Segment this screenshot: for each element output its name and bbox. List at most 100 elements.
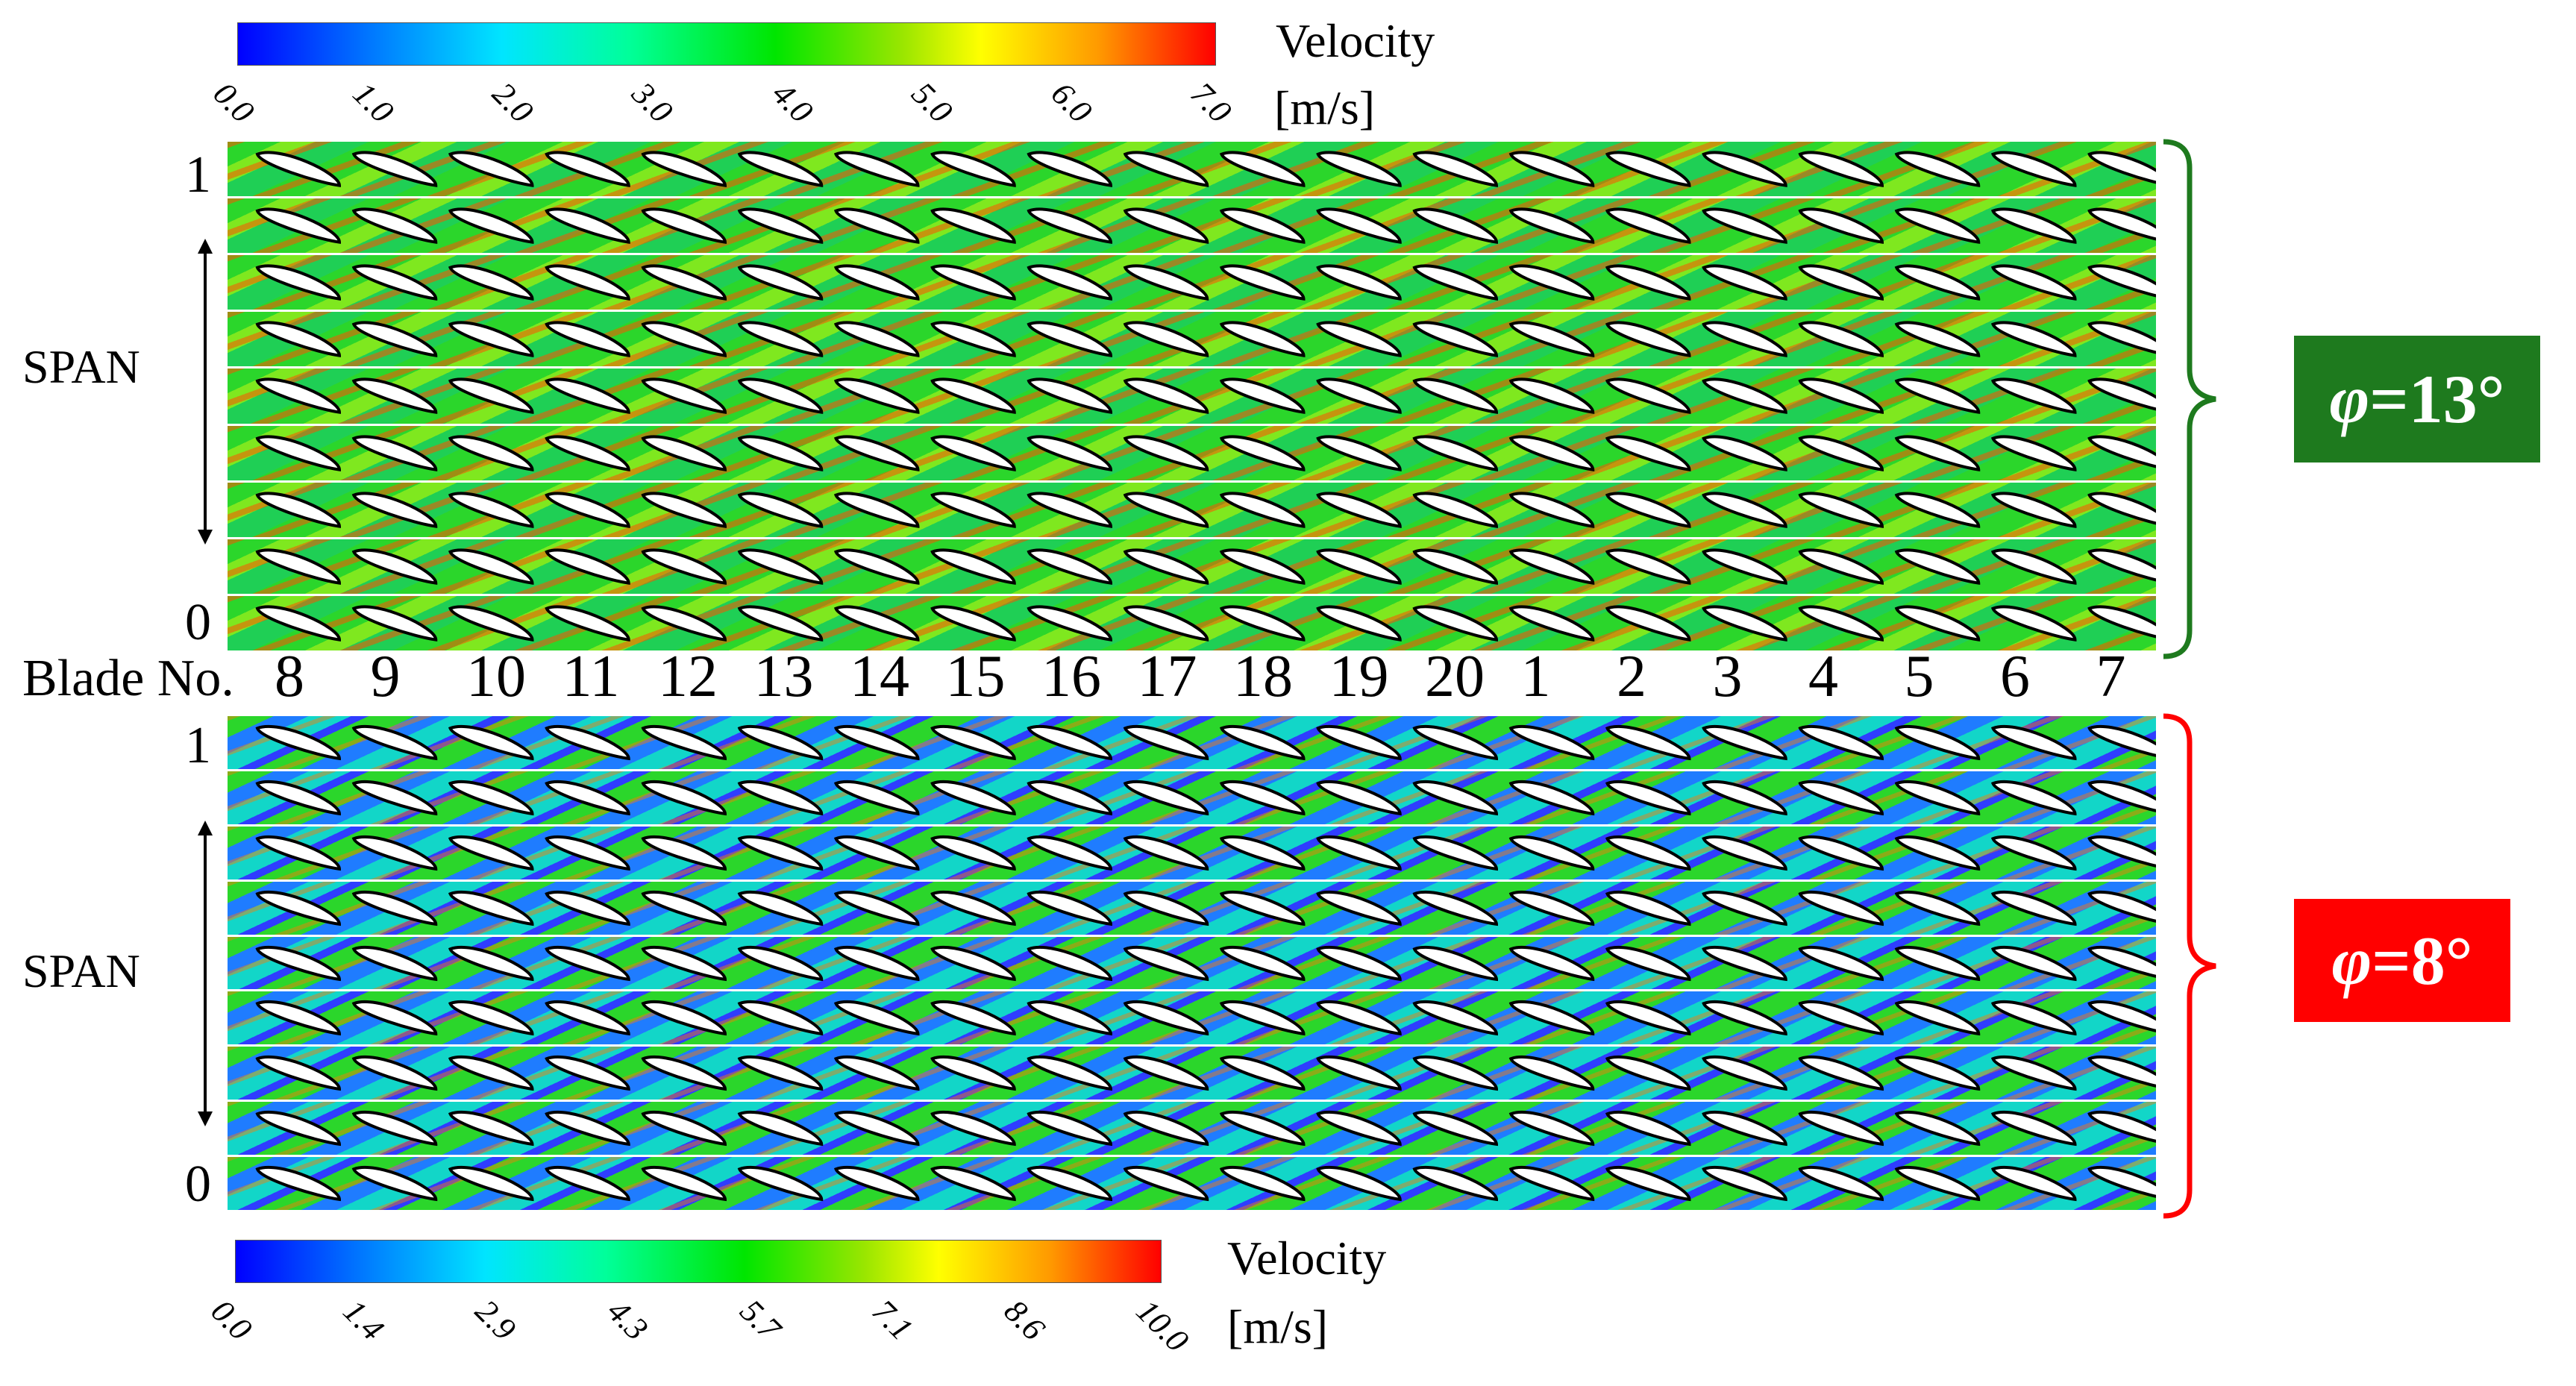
- blade-profile: [1027, 264, 1113, 301]
- blade-profile: [1219, 321, 1306, 358]
- blade-profile: [1123, 780, 1209, 816]
- blade-profile: [351, 890, 438, 926]
- blade-profile: [1798, 835, 1884, 871]
- blade-profile: [351, 605, 438, 642]
- blade-profile: [1990, 321, 2077, 358]
- blade-profile: [833, 377, 920, 415]
- blade-row: [255, 890, 2156, 926]
- blade-profile: [930, 492, 1016, 528]
- condition-badge-bottom: φ =8°: [2294, 899, 2510, 1022]
- blade-row: [255, 945, 2156, 981]
- span-layer: [228, 482, 2156, 539]
- blade-profile: [1702, 1056, 1787, 1091]
- blade-profile: [2087, 1000, 2156, 1033]
- blade-profile: [1798, 780, 1884, 816]
- blade-profile: [737, 548, 824, 585]
- blade-profile: [1508, 605, 1595, 642]
- blade-profile: [930, 605, 1016, 642]
- blade-profile: [1412, 492, 1499, 528]
- blade-profile: [1990, 435, 2077, 471]
- colorbar-bottom-title: Velocity: [1227, 1232, 1387, 1285]
- blade-profile: [545, 945, 630, 981]
- blade-profile: [2087, 724, 2156, 757]
- blade-profile: [351, 492, 438, 528]
- blade-profile: [448, 1056, 534, 1091]
- colorbar_bottom-tick: 10.0: [1129, 1292, 1196, 1359]
- blade-profile: [1219, 780, 1306, 816]
- colorbar_bottom-tick: 8.6: [997, 1292, 1053, 1348]
- blade-row: [255, 724, 2156, 761]
- blade-profile: [1508, 1056, 1595, 1091]
- blade-row: [255, 264, 2156, 301]
- blade-row: [255, 548, 2156, 585]
- blade-profile: [2087, 207, 2156, 241]
- blade-profile: [1316, 1056, 1402, 1091]
- blade-profile: [641, 1111, 727, 1147]
- colorbar_bottom-tick: 0.0: [204, 1292, 260, 1348]
- blade-profile: [1605, 780, 1691, 816]
- blade-profile: [1316, 151, 1402, 187]
- blade-profile: [1123, 1111, 1209, 1147]
- blade-profile: [930, 1000, 1016, 1036]
- blade-profile: [351, 1166, 438, 1202]
- blade-profile: [1798, 945, 1884, 981]
- blade-profile: [1412, 1166, 1499, 1202]
- blade-profile: [448, 724, 534, 761]
- blade-profile: [1894, 207, 1981, 245]
- blade-profile: [448, 1111, 534, 1147]
- blade-profile: [1798, 435, 1884, 471]
- blade-profile: [1027, 492, 1113, 528]
- blade-number: 14: [850, 644, 909, 709]
- blade-profile: [1798, 264, 1884, 301]
- blade-profile: [1798, 890, 1884, 926]
- colorbar_top-tick: 2.0: [485, 75, 541, 131]
- blade-profile: [1702, 492, 1787, 528]
- blade-profile: [833, 890, 920, 926]
- blade-profile: [1412, 207, 1499, 245]
- blade-profile: [1798, 724, 1884, 761]
- blade-profile: [255, 1056, 342, 1091]
- blade-profile: [1702, 780, 1787, 816]
- blade-profile: [930, 151, 1016, 187]
- blade-profile: [1219, 548, 1306, 585]
- blade-profile: [2087, 435, 2156, 468]
- blade-profile: [737, 377, 824, 415]
- blade-profile: [1702, 1000, 1787, 1036]
- span-bottom-min: 0: [185, 1155, 211, 1213]
- colorbar-bottom-unit: [m/s]: [1227, 1300, 1329, 1353]
- blade-profile: [1123, 724, 1209, 761]
- blade-profile: [1894, 548, 1981, 585]
- blade-profile: [1894, 264, 1981, 301]
- blade-profile: [1316, 1166, 1402, 1202]
- bracket-top: [2163, 139, 2216, 659]
- blade-profile: [930, 1056, 1016, 1091]
- blade-profile: [545, 605, 630, 642]
- blade-profile: [737, 945, 824, 981]
- blade-profile: [545, 548, 630, 585]
- blade-profile: [2087, 890, 2156, 923]
- blade-axis-label: Blade No.: [22, 650, 234, 707]
- blade-profile: [1702, 890, 1787, 926]
- blade-profile: [930, 264, 1016, 301]
- colorbar-bottom: [235, 1240, 1162, 1283]
- blade-row: [255, 605, 2156, 642]
- blade-profile: [737, 1111, 824, 1147]
- blade-profile: [1123, 890, 1209, 926]
- blade-profile: [2087, 1056, 2156, 1088]
- blade-profile: [1316, 321, 1402, 358]
- blade-profile: [833, 780, 920, 816]
- blade-profile: [1123, 492, 1209, 528]
- blade-profile: [1508, 1000, 1595, 1036]
- blade-profile: [255, 321, 342, 358]
- blade-profile: [641, 548, 727, 585]
- blade-profile: [448, 151, 534, 187]
- blade-profile: [1219, 1056, 1306, 1091]
- blade-profile: [1027, 321, 1113, 358]
- blade-profile: [833, 724, 920, 761]
- blade-profile: [545, 1000, 630, 1036]
- blade-profile: [255, 435, 342, 471]
- blade-profile: [1798, 492, 1884, 528]
- blade-profile: [1219, 1000, 1306, 1036]
- blade-profile: [1027, 1111, 1113, 1147]
- blade-profile: [1990, 207, 2077, 245]
